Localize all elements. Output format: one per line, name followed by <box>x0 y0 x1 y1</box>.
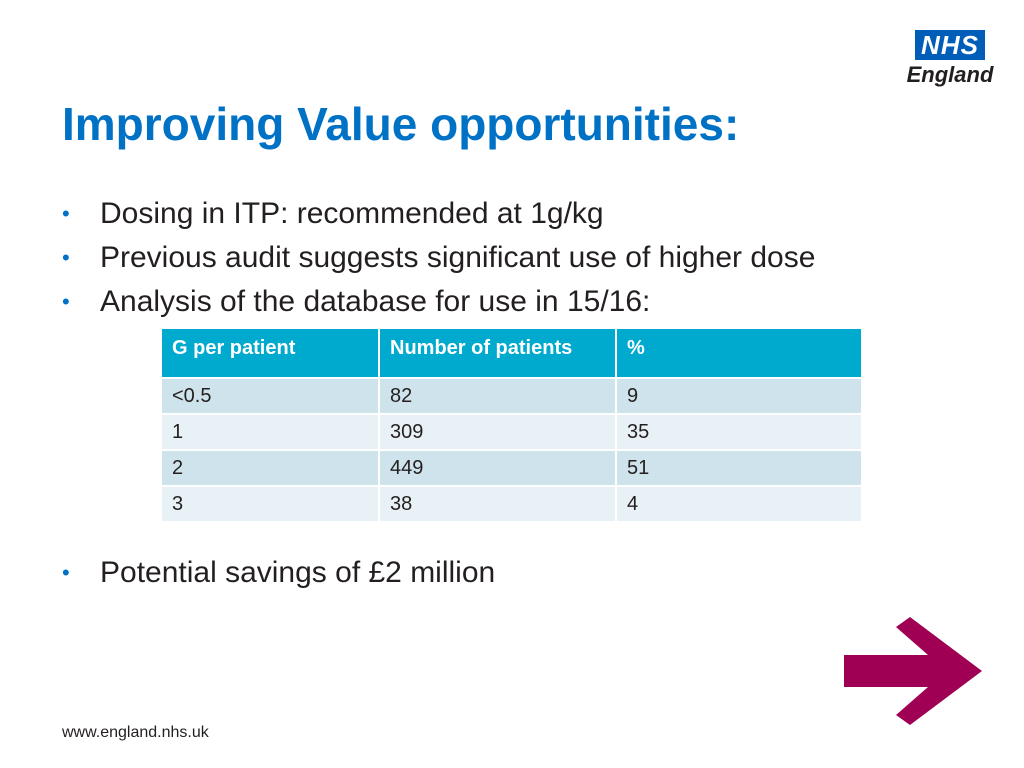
table-cell: 2 <box>160 449 380 487</box>
bullet-list: • Dosing in ITP: recommended at 1g/kg • … <box>62 192 815 324</box>
table-row: <0.5 82 9 <box>160 377 863 415</box>
bullet-dot: • <box>62 560 70 585</box>
footer-url: www.england.nhs.uk <box>62 724 209 741</box>
table-cell: 3 <box>160 485 380 523</box>
bullet-item: • Dosing in ITP: recommended at 1g/kg <box>62 192 815 236</box>
table-cell: 35 <box>615 413 863 451</box>
table-cell: 449 <box>378 449 617 487</box>
bullet-list-after-table: • Potential savings of £2 million <box>62 551 495 595</box>
bullet-dot: • <box>62 245 70 270</box>
nhs-logo-box: NHS <box>915 30 985 60</box>
bullet-text: Previous audit suggests significant use … <box>100 241 816 274</box>
bullet-dot: • <box>62 289 70 314</box>
slide-title: Improving Value opportunities: <box>62 98 740 150</box>
table-row: 3 38 4 <box>160 485 863 523</box>
bullet-item: • Analysis of the database for use in 15… <box>62 280 815 324</box>
table-header-cell: G per patient <box>160 327 380 379</box>
table-header-row: G per patient Number of patients % <box>160 327 863 379</box>
table-row: 2 449 51 <box>160 449 863 487</box>
bullet-text: Potential savings of £2 million <box>100 556 496 589</box>
table-cell: 51 <box>615 449 863 487</box>
table-cell: 9 <box>615 377 863 415</box>
dosing-table: G per patient Number of patients % <0.5 … <box>160 327 863 523</box>
bullet-item: • Potential savings of £2 million <box>62 551 495 595</box>
bullet-text: Analysis of the database for use in 15/1… <box>100 285 651 318</box>
bullet-text: Dosing in ITP: recommended at 1g/kg <box>100 197 604 230</box>
bullet-dot: • <box>62 201 70 226</box>
table-cell: 309 <box>378 413 617 451</box>
table-cell: 4 <box>615 485 863 523</box>
table-cell: 82 <box>378 377 617 415</box>
bullet-item: • Previous audit suggests significant us… <box>62 236 815 280</box>
table-cell: <0.5 <box>160 377 380 415</box>
table-cell: 1 <box>160 413 380 451</box>
table-row: 1 309 35 <box>160 413 863 451</box>
table-cell: 38 <box>378 485 617 523</box>
right-arrow-icon[interactable] <box>844 617 982 725</box>
table-header-cell: % <box>615 327 863 379</box>
nhs-england-logo: NHS England <box>903 30 997 88</box>
table-header-cell: Number of patients <box>378 327 617 379</box>
nhs-logo-england-text: England <box>906 62 994 87</box>
